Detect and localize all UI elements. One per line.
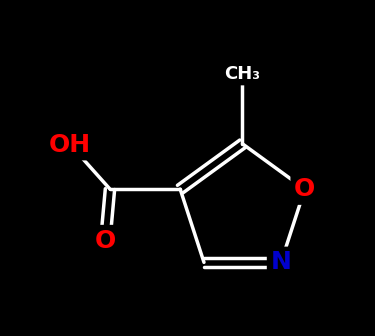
Text: O: O (94, 228, 116, 253)
Text: OH: OH (49, 133, 91, 157)
Text: CH₃: CH₃ (225, 65, 261, 83)
Text: N: N (271, 250, 291, 275)
Text: O: O (294, 177, 315, 201)
